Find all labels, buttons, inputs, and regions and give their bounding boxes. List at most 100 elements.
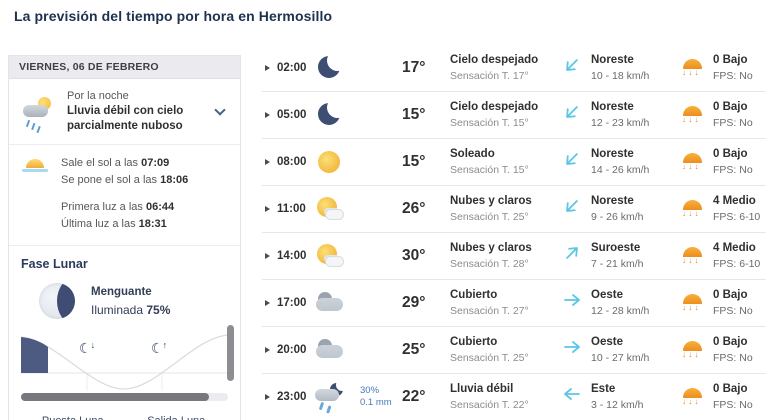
wind-speed: 12 - 23 km/h: [591, 116, 650, 129]
uv-index: 0 Bajo: [713, 101, 748, 114]
hour-label: 05:00: [277, 109, 307, 121]
temperature: 29°: [402, 294, 426, 311]
cloud-icon: [314, 336, 346, 364]
last-light-label: Última luz a las: [61, 218, 136, 231]
condition-label: Nubes y claros: [450, 195, 532, 208]
wind-speed: 3 - 12 km/h: [591, 398, 644, 411]
rain-moon-cloud-icon: [314, 379, 348, 411]
first-light-time: 06:44: [145, 201, 175, 214]
expand-row-icon[interactable]: [265, 65, 270, 71]
uv-index: 0 Bajo: [713, 336, 748, 349]
feels-like: Sensación T. 25°: [450, 210, 529, 223]
temperature: 15°: [402, 153, 426, 170]
wind-direction: Noreste: [591, 148, 634, 161]
forecast-row[interactable]: 11:00 26° Nubes y claros Sensación T. 25°…: [262, 186, 766, 233]
uv-fps: FPS: 6-10: [713, 257, 761, 270]
uv-index-icon: [682, 198, 704, 220]
expand-row-icon[interactable]: [265, 206, 270, 212]
temperature: 30°: [402, 247, 426, 264]
temperature: 17°: [402, 59, 426, 76]
wind-direction-arrow-icon: [562, 384, 582, 404]
forecast-row[interactable]: 14:00 30° Nubes y claros Sensación T. 28°…: [262, 233, 766, 280]
expand-row-icon[interactable]: [265, 394, 270, 400]
condition-label: Cielo despejado: [450, 101, 539, 114]
forecast-row[interactable]: 17:00 29° Cubierto Sensación T. 27° Oeste…: [262, 280, 766, 327]
uv-index: 0 Bajo: [713, 148, 748, 161]
uv-index: 4 Medio: [713, 195, 756, 208]
condition-label: Soleado: [450, 148, 495, 161]
forecast-row[interactable]: 23:00 30% 0.1 mm 22° Lluvia débil Sensaci…: [262, 374, 766, 420]
vertical-scrollbar[interactable]: [227, 325, 234, 382]
forecast-row[interactable]: 20:00 25° Cubierto Sensación T. 25° Oeste…: [262, 327, 766, 374]
sunset-label: Se pone el sol a las: [61, 174, 158, 187]
hour-label: 17:00: [277, 297, 307, 309]
uv-index-icon: [682, 292, 704, 314]
wind-direction-arrow-icon: [558, 239, 586, 267]
hourly-forecast-table: 02:00 17° Cielo despejado Sensación T. 17…: [262, 45, 766, 420]
forecast-row[interactable]: 08:00 15° Soleado Sensación T. 15° Norest…: [262, 139, 766, 186]
crescent-moon-icon: [314, 97, 348, 129]
temperature: 15°: [402, 106, 426, 123]
precipitation: 30% 0.1 mm: [360, 385, 402, 410]
moon-phase-icon: [39, 283, 75, 320]
feels-like: Sensación T. 25°: [450, 351, 529, 364]
wind-direction: Suroeste: [591, 242, 641, 255]
wind-speed: 12 - 28 km/h: [591, 304, 650, 317]
expand-row-icon[interactable]: [265, 159, 270, 165]
feels-like: Sensación T. 22°: [450, 398, 529, 411]
uv-index-icon: [682, 339, 704, 361]
night-condition-line1: Lluvia débil con cielo: [67, 105, 184, 118]
sunrise-icon: [21, 158, 51, 174]
sun-icon: [314, 148, 346, 176]
horizontal-scrollbar[interactable]: [21, 393, 228, 402]
sun-times-section: Sale el sol a las 07:09 Se pone el sol a…: [9, 145, 240, 247]
expand-row-icon[interactable]: [265, 347, 270, 353]
wind-speed: 10 - 27 km/h: [591, 351, 650, 364]
day-summary-panel: VIERNES, 06 DE FEBRERO Por la noche Lluv…: [8, 55, 241, 420]
first-light-label: Primera luz a las: [61, 201, 143, 214]
uv-index: 0 Bajo: [713, 289, 748, 302]
moon-phase-section: Fase Lunar Menguante Iluminada 75% ☾↓ ☾↑: [9, 246, 240, 420]
wind-direction: Noreste: [591, 195, 634, 208]
temperature: 25°: [402, 341, 426, 358]
illumination-value: 75%: [146, 303, 171, 318]
crescent-moon-icon: [314, 50, 348, 82]
moon-trajectory-chart: ☾↓ ☾↑: [21, 325, 234, 392]
expand-row-icon[interactable]: [265, 253, 270, 259]
condition-label: Lluvia débil: [450, 383, 514, 396]
night-summary-toggle[interactable]: Por la noche Lluvia débil con cielo parc…: [9, 79, 240, 146]
hour-label: 11:00: [277, 203, 306, 215]
expand-row-icon[interactable]: [265, 112, 270, 118]
wind-direction: Oeste: [591, 336, 623, 349]
feels-like: Sensación T. 17°: [450, 69, 529, 82]
condition-label: Cubierto: [450, 336, 498, 349]
moonset-icon: ☾↓: [79, 340, 96, 357]
chevron-down-icon[interactable]: [214, 103, 226, 116]
cloud-icon: [314, 289, 346, 317]
wind-direction: Este: [591, 383, 616, 396]
wind-direction-arrow-icon: [558, 145, 586, 173]
feels-like: Sensación T. 27°: [450, 304, 529, 317]
uv-fps: FPS: No: [713, 116, 753, 129]
feels-like: Sensación T. 28°: [450, 257, 529, 270]
forecast-row[interactable]: 05:00 15° Cielo despejado Sensación T. 15…: [262, 92, 766, 139]
moonrise-icon: ☾↑: [151, 340, 168, 357]
wind-direction-arrow-icon: [558, 98, 586, 126]
day-header: VIERNES, 06 DE FEBRERO: [9, 56, 240, 79]
scrollbar-thumb[interactable]: [21, 393, 209, 402]
expand-row-icon[interactable]: [265, 300, 270, 306]
forecast-row[interactable]: 02:00 17° Cielo despejado Sensación T. 17…: [262, 45, 766, 92]
moonset-label: Puesta Luna: [21, 413, 125, 420]
hour-label: 02:00: [277, 62, 307, 74]
rain-sun-cloud-icon: [21, 96, 57, 128]
wind-speed: 7 - 21 km/h: [591, 257, 644, 270]
sunrise-label: Sale el sol a las: [61, 157, 139, 170]
precip-probability: 30%: [360, 384, 380, 396]
night-condition-line2: parcialmente nuboso: [67, 120, 183, 133]
wind-direction: Noreste: [591, 54, 634, 67]
uv-index: 4 Medio: [713, 242, 756, 255]
feels-like: Sensación T. 15°: [450, 116, 529, 129]
uv-index-icon: [682, 151, 704, 173]
moon-curve-graphic: [21, 334, 228, 392]
uv-fps: FPS: 6-10: [713, 210, 761, 223]
